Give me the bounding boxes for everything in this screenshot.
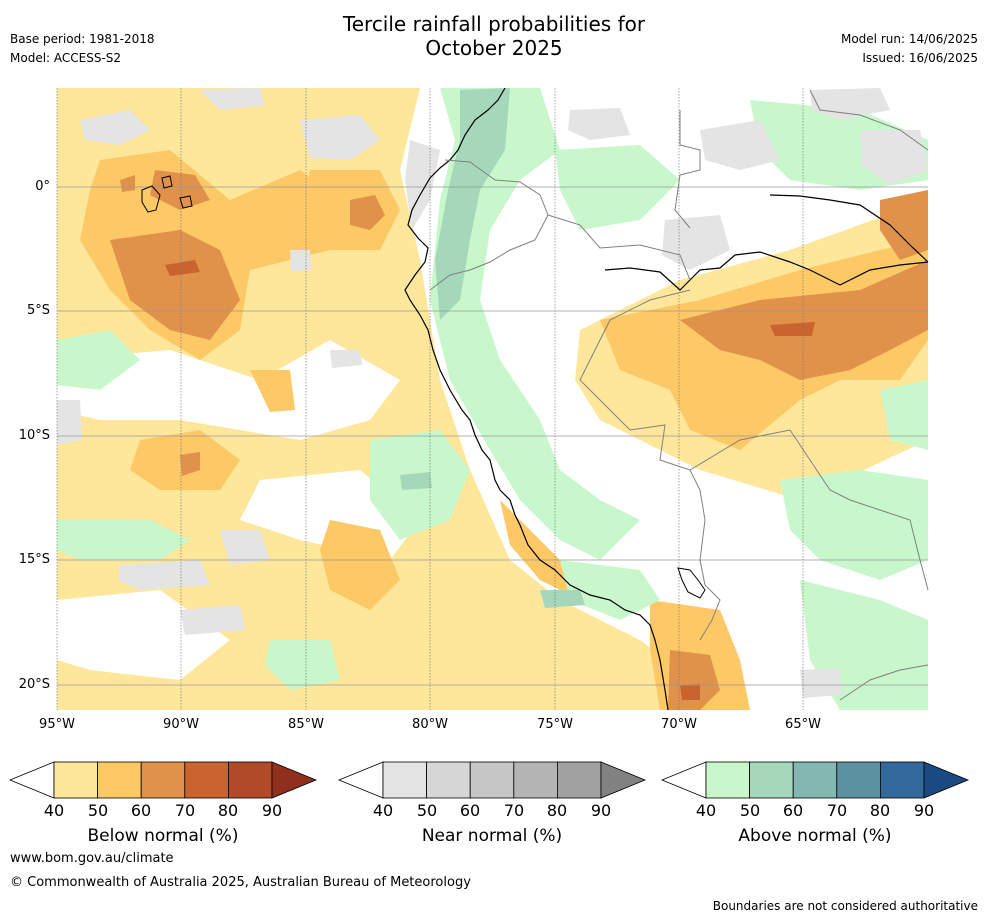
colorbar-below-high-arrow	[271, 761, 318, 799]
cb-near-tick: 80	[546, 801, 568, 820]
y-tick-5s: 5°S	[26, 303, 50, 318]
coastline	[404, 87, 669, 711]
colorbar-above-high-arrow	[923, 761, 970, 799]
colorbar-near-title: Near normal (%)	[421, 826, 563, 846]
country-boundaries	[429, 89, 929, 701]
cb-above-tick: 60	[782, 801, 804, 820]
x-tick-75w: 75°W	[537, 717, 573, 732]
cb-below-tick: 80	[217, 801, 239, 820]
x-tick-95w: 95°W	[39, 717, 75, 732]
cb-above-tick: 90	[913, 801, 935, 820]
colorbar-below-segment	[227, 761, 273, 799]
map-title-line2: October 2025	[425, 36, 563, 60]
galapagos-islands	[141, 175, 193, 213]
cb-above-tick: 80	[869, 801, 891, 820]
colorbar-above-segment	[836, 761, 881, 799]
colorbar-above-title: Above normal (%)	[738, 826, 892, 846]
model-run: Model run: 14/06/2025	[840, 32, 978, 46]
map-title: Tercile rainfall probabilities for Octob…	[0, 12, 988, 60]
meta-left: Base period: 1981-2018 Model: ACCESS-S2	[10, 30, 155, 68]
colorbars	[8, 761, 970, 799]
y-tick-20s: 20°S	[18, 677, 50, 692]
colorbar-above-segment	[705, 761, 750, 799]
lake-titicaca	[677, 567, 706, 599]
cb-near-tick: 70	[503, 801, 525, 820]
y-tick-0: 0°	[35, 179, 50, 194]
cb-near-tick: 50	[416, 801, 438, 820]
colorbar-near-segment	[426, 761, 471, 799]
x-tick-85w: 85°W	[288, 717, 324, 732]
colorbar-below-segment	[53, 761, 98, 799]
colorbar-above-low-arrow	[660, 761, 707, 799]
cb-above-tick: 70	[826, 801, 848, 820]
cb-below-tick: 90	[261, 801, 283, 820]
x-tick-80w: 80°W	[412, 717, 448, 732]
colorbar-below-segment	[97, 761, 142, 799]
footer-note: Boundaries are not considered authoritat…	[712, 899, 978, 913]
model-name: Model: ACCESS-S2	[10, 51, 122, 65]
colorbar-below-low-arrow	[8, 761, 55, 799]
northern-coast	[769, 194, 929, 263]
colorbar-below-title: Below normal (%)	[87, 826, 239, 846]
footer-copyright: © Commonwealth of Australia 2025, Austra…	[10, 875, 471, 890]
latitude-lines	[57, 186, 928, 686]
x-tick-90w: 90°W	[163, 717, 199, 732]
cb-below-tick: 50	[87, 801, 109, 820]
meta-right: Model run: 14/06/2025 Issued: 16/06/2025	[841, 30, 978, 68]
cb-near-tick: 90	[590, 801, 612, 820]
colorbar-above-segment	[792, 761, 838, 799]
colorbar-near-segment	[382, 761, 427, 799]
footer-url[interactable]: www.bom.gov.au/climate	[10, 851, 174, 866]
colorbar-below-segment	[184, 761, 229, 799]
x-tick-65w: 65°W	[785, 717, 821, 732]
x-tick-70w: 70°W	[661, 717, 697, 732]
colorbar-near-segment	[469, 761, 515, 799]
cb-above-tick: 40	[695, 801, 717, 820]
base-period: Base period: 1981-2018	[10, 32, 155, 46]
cb-near-tick: 60	[459, 801, 481, 820]
amazon-river	[604, 251, 929, 291]
cb-near-tick: 40	[372, 801, 394, 820]
colorbar-above-segment	[880, 761, 925, 799]
colorbar-below-segment	[140, 761, 186, 799]
colorbar-near-low-arrow	[337, 761, 384, 799]
colorbar-near-segment	[557, 761, 602, 799]
colorbar-above-segment	[749, 761, 794, 799]
cb-above-tick: 50	[739, 801, 761, 820]
cb-below-tick: 70	[174, 801, 196, 820]
y-tick-15s: 15°S	[18, 552, 50, 567]
colorbar-near-segment	[513, 761, 558, 799]
y-tick-10s: 10°S	[18, 428, 50, 443]
map-title-line1: Tercile rainfall probabilities for	[342, 12, 646, 36]
issued-date: Issued: 16/06/2025	[862, 51, 978, 65]
cb-below-tick: 40	[43, 801, 65, 820]
colorbar-near-high-arrow	[600, 761, 647, 799]
cb-below-tick: 60	[130, 801, 152, 820]
